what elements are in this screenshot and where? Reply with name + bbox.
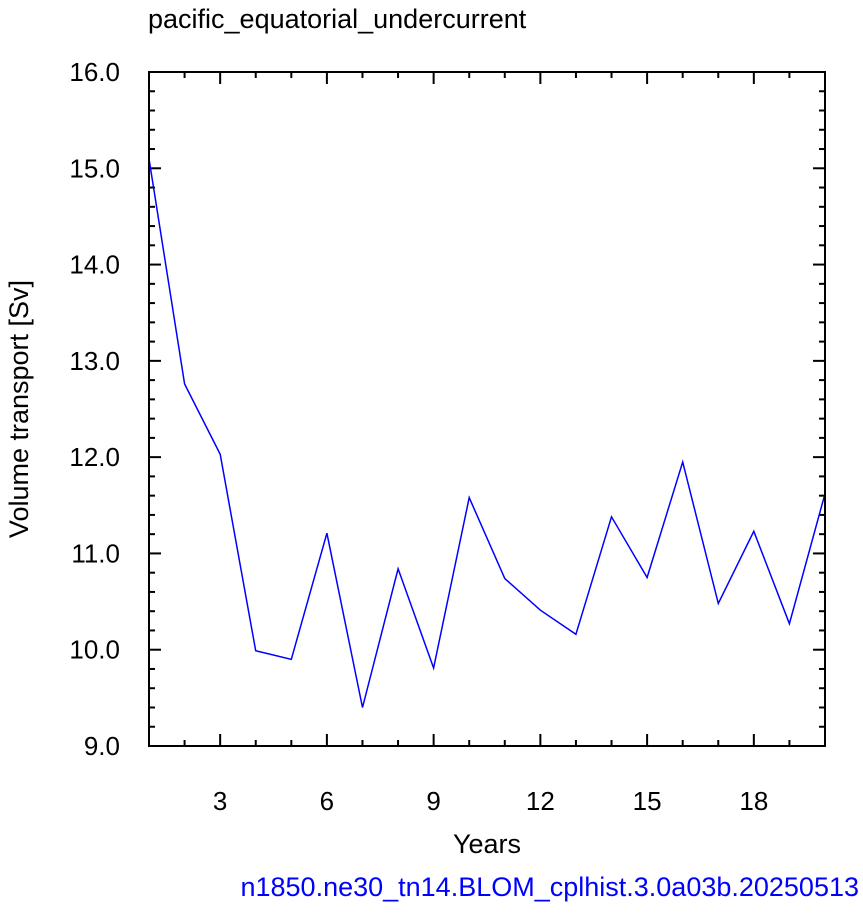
y-tick-label: 9.0 xyxy=(84,731,120,761)
x-tick-label: 6 xyxy=(320,786,334,816)
plot-frame xyxy=(148,71,826,747)
series-line xyxy=(148,158,826,708)
y-tick-label: 13.0 xyxy=(69,346,120,376)
axis-ticks xyxy=(148,71,826,747)
chart-title: pacific_equatorial_undercurrent xyxy=(148,4,527,34)
tick-labels: 3 6 9 12 15 18 9.0 10.0 11.0 12.0 13.0 14.0 15.0 16.0 xyxy=(69,57,768,816)
run-identifier: n1850.ne30_tn14.BLOM_cplhist.3.0a03b.202… xyxy=(240,872,859,902)
x-tick-label: 3 xyxy=(213,786,227,816)
x-tick-label: 15 xyxy=(633,786,662,816)
y-tick-label: 11.0 xyxy=(71,538,120,568)
y-tick-label: 14.0 xyxy=(69,250,120,280)
x-tick-label: 18 xyxy=(739,786,768,816)
x-axis-label: Years xyxy=(453,829,521,859)
x-tick-label: 12 xyxy=(526,786,555,816)
y-tick-label: 16.0 xyxy=(69,57,120,87)
y-tick-label: 10.0 xyxy=(69,635,120,665)
y-tick-label: 15.0 xyxy=(69,153,120,183)
x-tick-label: 9 xyxy=(426,786,440,816)
y-tick-label: 12.0 xyxy=(69,442,120,472)
y-axis-label: Volume transport [Sv] xyxy=(4,280,34,538)
series-layer xyxy=(148,158,826,708)
